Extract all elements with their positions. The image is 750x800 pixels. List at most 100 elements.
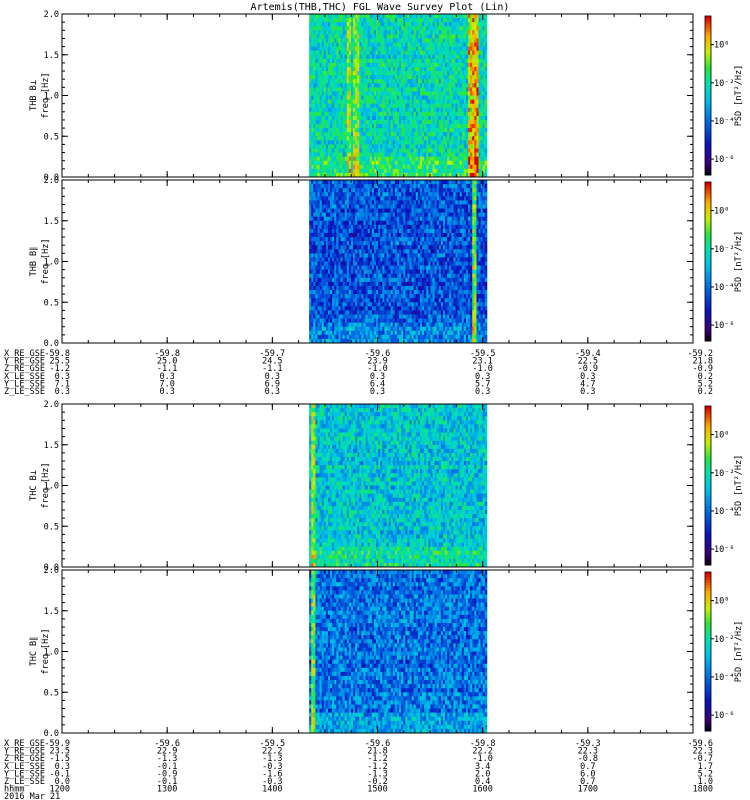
ephemeris-value: 1.0 (698, 777, 713, 787)
ephemeris-value: -1.2 (367, 762, 387, 772)
panel-thc-bpar: 0.0 0.5 1.0 1.5 2.0 THC B∥ freq [Hz] 10⁰ 10⁻² 10⁻… (29, 566, 744, 739)
ephemeris-value: 0.3 (265, 372, 280, 382)
colorbar-tick-label: 10⁰ (714, 207, 729, 217)
ephemeris-value: 22.9 (157, 747, 177, 757)
ephemeris-value: 0.3 (370, 387, 385, 397)
ephemeris-value: -59.9 (44, 739, 70, 749)
ephemeris-value: -59.6 (154, 739, 180, 749)
colorbar-tick-label: 10⁻⁴ (714, 507, 734, 517)
ytick-label: 1.5 (44, 217, 59, 227)
ylabel-probe: THB B⊥ (29, 80, 39, 111)
ephemeris-value: 0.7 (580, 777, 595, 787)
colorbar-tick-label: 10⁻⁶ (714, 545, 734, 555)
chart-title: Artemis(THB,THC) FGL Wave Survey Plot (L… (251, 2, 510, 13)
ephemeris-value: 4.7 (580, 379, 595, 389)
ylabel-probe: THC B⊥ (29, 470, 39, 501)
ytick-label: 2.0 (44, 400, 59, 410)
ephemeris-table-thb: X_RE_GSEY_RE_GSEZ_RE_GSEX_LE_SSEY_LE_SSE… (4, 349, 713, 397)
ephemeris-value: -0.1 (157, 777, 177, 787)
ephemeris-value: 23.5 (50, 747, 70, 757)
ephemeris-value: 1300 (157, 785, 177, 795)
ephemeris-value: 3.4 (475, 762, 490, 772)
ephemeris-value: -1.0 (472, 754, 492, 764)
ylabel-freq: freq [Hz] (41, 628, 51, 674)
colorbar-tick-label: 10⁻⁴ (714, 673, 734, 683)
ephemeris-value: 0.3 (55, 762, 70, 772)
ephemeris-value: 0.4 (475, 777, 490, 787)
ephemeris-label: Y_LE_SSE (4, 379, 45, 389)
ytick-label: 1.0 (44, 258, 59, 268)
colorbar-tick-label: 10⁻⁶ (714, 711, 734, 721)
ephemeris-label: Z_RE_GSE (4, 364, 45, 374)
ephemeris-value: 0.3 (159, 387, 174, 397)
ephemeris-label: Y_LE_SSE (4, 769, 45, 779)
ephemeris-value: 24.5 (262, 357, 282, 367)
colorbar-tick-label: 10⁻² (714, 469, 734, 479)
ephemeris-value: 21.8 (693, 357, 713, 367)
ephemeris-value: 7.0 (159, 379, 174, 389)
ephemeris-value: 1800 (693, 785, 713, 795)
ytick-label: 2.0 (44, 176, 59, 186)
ytick-label: 1.0 (44, 482, 59, 492)
ephemeris-value: -0.3 (262, 762, 282, 772)
ylabel-freq: freq [Hz] (41, 238, 51, 284)
ephemeris-label: Z_LE_SSE (4, 777, 45, 787)
colorbar-thb-bperp: 10⁰ 10⁻² 10⁻⁴ 10⁻⁶ PSD [nT²/Hz] (704, 15, 744, 176)
ephemeris-value: 22.2 (472, 747, 492, 757)
ephemeris-value: 1400 (262, 785, 282, 795)
ephemeris-value: -59.6 (365, 349, 391, 359)
ephemeris-value: -59.2 (687, 349, 713, 359)
colorbar-thb-bpar: 10⁰ 10⁻² 10⁻⁴ 10⁻⁶ PSD [nT²/Hz] (704, 181, 744, 342)
ytick-label: 2.0 (44, 10, 59, 20)
ephemeris-value: -59.7 (260, 349, 286, 359)
colorbar-thc-bperp: 10⁰ 10⁻² 10⁻⁴ 10⁻⁶ PSD [nT²/Hz] (704, 405, 744, 566)
ephemeris-value: 0.3 (370, 372, 385, 382)
ephemeris-value: -0.7 (693, 754, 713, 764)
ephemeris-value: 0.3 (159, 372, 174, 382)
ephemeris-value: -0.9 (693, 364, 713, 374)
ephemeris-label: Y_RE_GSE (4, 357, 45, 367)
ephemeris-value: -0.8 (578, 754, 598, 764)
ephemeris-value: 0.3 (580, 387, 595, 397)
ephemeris-value: -1.2 (50, 364, 70, 374)
ephemeris-value: 25.0 (157, 357, 177, 367)
ephemeris-value: 23.1 (472, 357, 492, 367)
ephemeris-value: 0.3 (475, 387, 490, 397)
ephemeris-label: Y_RE_GSE (4, 747, 45, 757)
ytick-label: 0.0 (44, 339, 59, 349)
colorbar-tick-label: 10⁻⁶ (714, 321, 734, 331)
ephemeris-value: 1500 (367, 785, 387, 795)
colorbar-thc-bpar: 10⁰ 10⁻² 10⁻⁴ 10⁻⁶ PSD [nT²/Hz] (704, 571, 744, 732)
ephemeris-value: 0.3 (265, 387, 280, 397)
ytick-label: 0.5 (44, 522, 59, 532)
ephemeris-value: 1700 (578, 785, 598, 795)
ephemeris-value: 0.3 (580, 372, 595, 382)
ephemeris-value: 2.0 (475, 769, 490, 779)
ephemeris-value: 7.1 (55, 379, 70, 389)
ephemeris-value: 0.3 (55, 372, 70, 382)
ytick-label: 0.0 (44, 729, 59, 739)
ephemeris-value: -59.6 (687, 739, 713, 749)
ephemeris-value: -1.3 (367, 769, 387, 779)
ephemeris-value: -1.1 (157, 364, 177, 374)
ephemeris-value: -0.1 (157, 762, 177, 772)
ylabel-probe: THB B∥ (29, 247, 39, 277)
ylabel-probe: THC B∥ (29, 637, 39, 667)
ephemeris-value: 5.7 (475, 379, 490, 389)
colorbar-tick-label: 10⁻² (714, 635, 734, 645)
ephemeris-label: Z_LE_SSE (4, 387, 45, 397)
ephemeris-value: 0.3 (475, 372, 490, 382)
ephemeris-value: 22.5 (578, 357, 598, 367)
ytick-label: 0.0 (44, 563, 59, 573)
ephemeris-value: -1.0 (472, 364, 492, 374)
ytick-label: 1.0 (44, 92, 59, 102)
ephemeris-value: -1.3 (262, 754, 282, 764)
ephemeris-label: X_LE_SSE (4, 762, 45, 772)
ephemeris-value: -1.3 (157, 754, 177, 764)
ephemeris-value: -0.9 (157, 769, 177, 779)
ephemeris-value: -1.6 (262, 769, 282, 779)
spectrogram-thc-bperp (309, 404, 488, 568)
spectrogram-thc-bpar (309, 570, 488, 734)
ephemeris-value: 22.3 (693, 747, 713, 757)
